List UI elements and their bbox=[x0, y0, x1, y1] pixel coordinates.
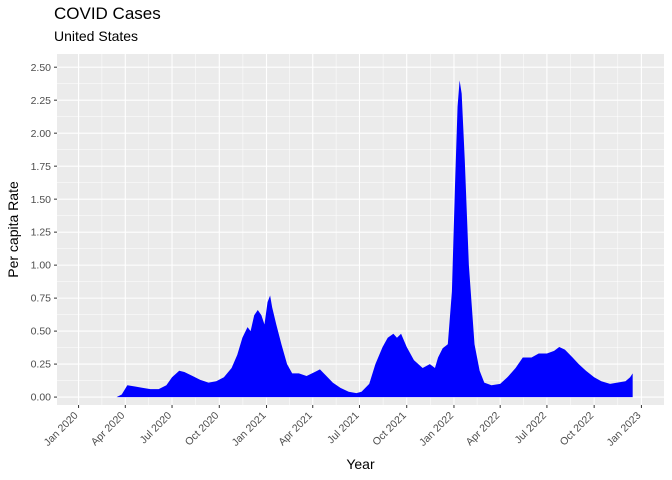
x-tick-label: Jan 2022 bbox=[417, 410, 456, 449]
y-axis: 0.00 0.25 0.50 0.75 1.00 1.25 1.50 1.75 2.00 2.25… bbox=[31, 62, 57, 404]
y-tick-label: 1.00 bbox=[31, 260, 52, 272]
y-tick-label: 0.25 bbox=[31, 359, 52, 371]
y-tick-label: 1.75 bbox=[31, 161, 52, 173]
x-tick-label: Jul 2020 bbox=[138, 410, 175, 447]
chart-title: COVID Cases bbox=[54, 4, 161, 23]
y-tick-label: 2.00 bbox=[31, 128, 52, 140]
y-tick-label: 1.25 bbox=[31, 227, 52, 239]
x-tick-label: Jul 2022 bbox=[512, 410, 549, 447]
plot-panel bbox=[57, 54, 664, 405]
x-tick-label: Apr 2022 bbox=[464, 410, 503, 449]
x-tick-label: Jan 2023 bbox=[604, 410, 643, 449]
x-tick-label: Apr 2021 bbox=[276, 410, 315, 449]
x-tick-label: Jan 2021 bbox=[230, 410, 269, 449]
x-tick-label: Jul 2021 bbox=[325, 410, 362, 447]
x-axis: Jan 2020 Apr 2020 Jul 2020 Oct 2020 Jan 2021… bbox=[42, 405, 644, 449]
x-tick-label: Apr 2020 bbox=[89, 410, 128, 449]
x-tick-label: Oct 2020 bbox=[183, 410, 222, 449]
y-tick-label: 0.50 bbox=[31, 326, 52, 338]
y-tick-label: 0.00 bbox=[31, 392, 52, 404]
y-tick-label: 2.25 bbox=[31, 95, 52, 107]
y-tick-label: 2.50 bbox=[31, 62, 52, 74]
grid-minor bbox=[57, 54, 664, 405]
y-tick-label: 1.50 bbox=[31, 194, 52, 206]
chart-subtitle: United States bbox=[54, 28, 139, 44]
x-tick-label: Oct 2021 bbox=[370, 410, 409, 449]
y-axis-title: Per capita Rate bbox=[5, 181, 21, 278]
x-tick-label: Jan 2020 bbox=[42, 410, 81, 449]
y-tick-label: 0.75 bbox=[31, 293, 52, 305]
x-axis-title: Year bbox=[346, 456, 375, 472]
x-tick-label: Oct 2022 bbox=[558, 410, 597, 449]
